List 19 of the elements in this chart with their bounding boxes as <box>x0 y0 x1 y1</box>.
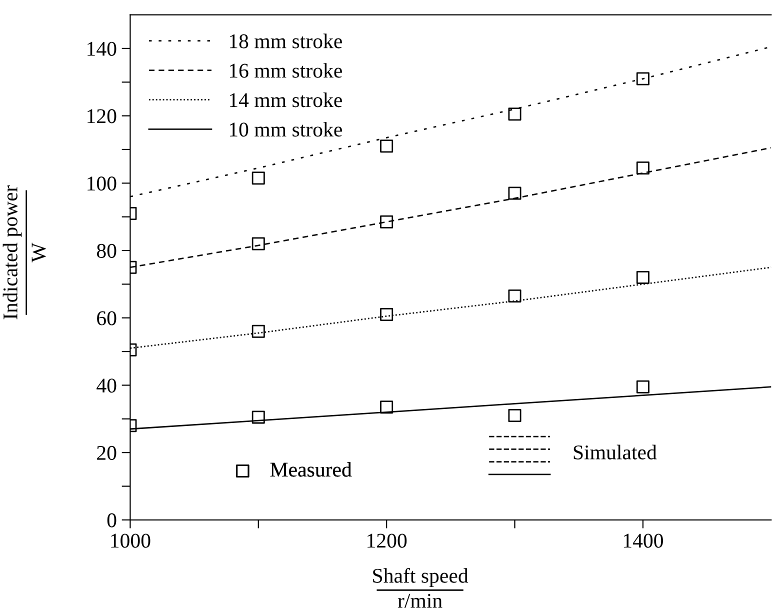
y-tick-label: 40 <box>96 378 116 393</box>
annotation: Simulated <box>574 444 657 460</box>
legend-label: 18 mm stroke <box>230 34 342 48</box>
legend-label: Measured <box>270 462 352 477</box>
legend-label: 16 mm stroke <box>230 63 342 78</box>
y-tick-label: 80 <box>96 244 116 258</box>
x-tick-label: 1000 <box>111 534 150 548</box>
x-tick-label: 1400 <box>624 534 663 548</box>
legend-label: 10 mm stroke <box>230 122 342 137</box>
y-tick-label: 140 <box>88 42 116 56</box>
y-tick-label: 60 <box>97 311 116 326</box>
y-tick-label: 0 <box>107 513 116 528</box>
x-axis-title: Shaft speed r/min <box>373 568 468 608</box>
y-tick-label: 20 <box>97 446 116 460</box>
legend-label: 14 mm stroke <box>230 92 342 108</box>
x-tick-label: 1200 <box>368 534 407 548</box>
y-tick-label: 120 <box>88 109 116 124</box>
y-axis-title: Indicated power W <box>2 185 46 320</box>
y-tick-label: 100 <box>88 176 116 191</box>
